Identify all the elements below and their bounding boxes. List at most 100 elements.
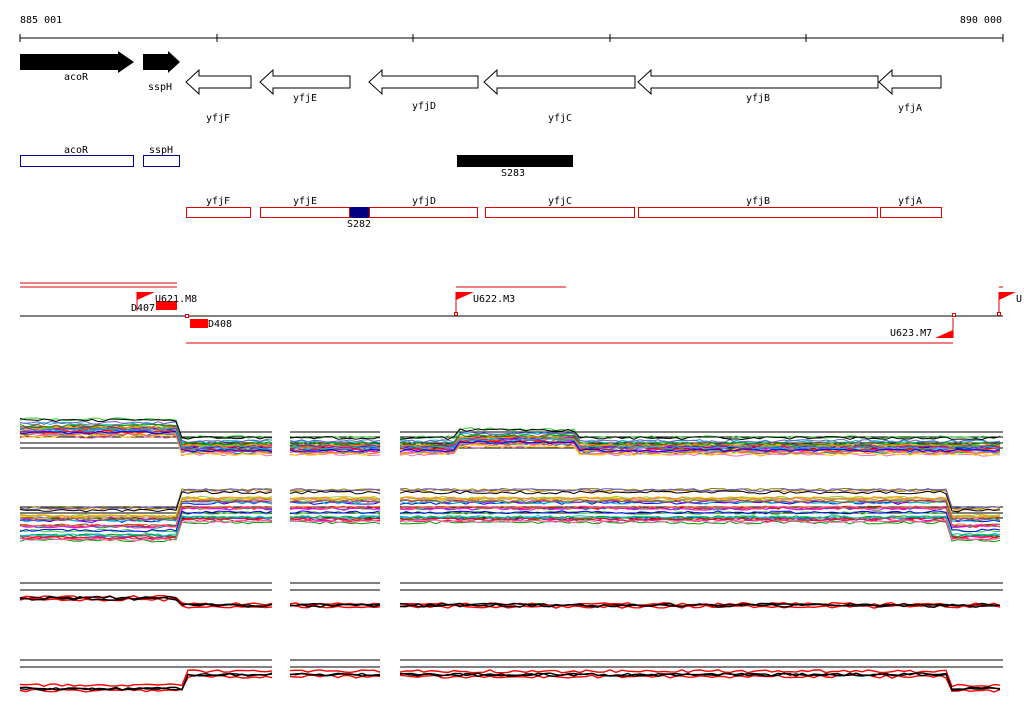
expression-profile-line xyxy=(399,505,1001,528)
flag-icon xyxy=(935,330,953,338)
expression-profile-line xyxy=(19,490,273,513)
expression-profile-line xyxy=(19,596,273,608)
expression-profile-line xyxy=(399,674,1001,693)
expression-profile-line xyxy=(289,674,381,679)
expression-profile-line xyxy=(289,498,381,502)
red-label-yfjd: yfjD xyxy=(412,196,436,207)
expression-profile-line xyxy=(19,510,273,533)
red-label-yfjf: yfjF xyxy=(206,196,230,207)
red-box-yfjf[interactable] xyxy=(186,207,251,218)
flag-icon xyxy=(999,292,1016,300)
expression-profile-line xyxy=(289,499,381,504)
expression-profile-line xyxy=(289,496,381,500)
expression-profile-line xyxy=(19,597,273,609)
expression-profile-line xyxy=(289,516,380,521)
flag-icon xyxy=(456,292,474,300)
segment-bar-s283[interactable] xyxy=(457,155,573,167)
red-box-yfja[interactable] xyxy=(880,207,942,218)
red-box-yfjd[interactable] xyxy=(369,207,478,218)
segment-label-s282: S282 xyxy=(347,219,371,230)
expression-profile-line xyxy=(399,440,1001,453)
expression-profile-line xyxy=(19,426,273,449)
expression-profile-line xyxy=(289,672,381,677)
expression-profile-line xyxy=(19,425,273,448)
flag-icon xyxy=(137,292,155,300)
expression-profile-line xyxy=(399,500,1001,523)
expression-profile-line xyxy=(289,604,381,609)
gene-arrow-track: acoR sspH yfjF yfjE yfjD yfjC yfjB yfjA xyxy=(20,51,942,124)
gene-arrow-ssph[interactable] xyxy=(143,51,180,73)
tu-marker xyxy=(952,313,956,317)
expression-profile-line xyxy=(399,500,1001,523)
gene-label-ssph: sspH xyxy=(148,82,172,93)
expression-profile-line xyxy=(289,439,381,443)
expression-profile-line xyxy=(19,496,273,519)
transcription-unit-track: D407 U621.M8 D408 U622.M3 U623.M7 U xyxy=(20,282,1022,344)
expression-profile-line xyxy=(399,490,1001,513)
tu-marker xyxy=(185,314,189,318)
expression-profile-line xyxy=(289,488,381,492)
coordinate-ruler: 885 001 890 000 xyxy=(19,15,1004,42)
feature-box-acor[interactable] xyxy=(20,155,134,167)
expression-profile-line xyxy=(289,490,381,495)
red-feature-track: yfjF yfjE yfjD S282 yfjC yfjB yfjA xyxy=(186,196,942,230)
expression-profile-line xyxy=(289,439,381,444)
red-label-yfje: yfjE xyxy=(293,196,317,207)
red-box-yfjb[interactable] xyxy=(638,207,878,218)
gene-arrow-yfjb[interactable] xyxy=(637,68,879,96)
tu-label-u621: U621.M8 xyxy=(155,294,197,305)
expression-profile-line xyxy=(399,520,1001,543)
gene-arrow-acor[interactable] xyxy=(20,51,134,73)
expression-profile-line xyxy=(289,495,381,500)
gene-arrow-yfjd[interactable] xyxy=(368,68,479,96)
expression-profile-line xyxy=(19,506,273,529)
red-box-yfjc[interactable] xyxy=(485,207,635,218)
expression-profile-line xyxy=(289,436,381,440)
expression-profile-line xyxy=(289,445,381,450)
red-label-yfjb: yfjB xyxy=(746,196,770,207)
expression-profile-line xyxy=(399,496,1001,519)
feature-box-ssph[interactable] xyxy=(143,155,180,167)
expression-profile-line xyxy=(289,488,381,492)
segment-box-s282[interactable] xyxy=(350,207,369,218)
expression-profile-line xyxy=(400,444,1001,457)
expression-profile-line xyxy=(399,518,1001,541)
gene-arrow-yfjc[interactable] xyxy=(483,68,636,96)
expression-profile-line xyxy=(290,517,381,522)
gene-label-yfja: yfjA xyxy=(898,103,922,114)
expression-profile-line xyxy=(19,418,273,440)
tu-marker xyxy=(454,312,458,316)
red-box-yfje[interactable] xyxy=(260,207,350,218)
expression-profile-line xyxy=(289,519,381,524)
gene-label-yfjd: yfjD xyxy=(412,101,436,112)
expression-profile-line xyxy=(289,514,381,520)
gene-label-yfje: yfjE xyxy=(293,93,317,104)
expression-profile-line xyxy=(289,505,381,509)
expression-profile-line xyxy=(399,672,1001,690)
expression-profile-line xyxy=(289,506,381,511)
red-label-yfja: yfjA xyxy=(898,196,922,207)
gene-arrow-yfjf[interactable] xyxy=(185,68,252,96)
expression-profile-line xyxy=(19,421,273,444)
expression-profile-line xyxy=(289,448,381,453)
expression-profile-line xyxy=(399,433,1001,446)
tu-box-d407[interactable] xyxy=(156,301,177,310)
gene-arrow-yfje[interactable] xyxy=(259,68,351,96)
red-label-yfjc: yfjC xyxy=(548,196,572,207)
expression-profile-line xyxy=(399,669,1001,688)
expression-profile-line xyxy=(19,430,273,453)
tu-box-d408[interactable] xyxy=(190,319,208,328)
expression-profile-line xyxy=(289,603,381,608)
expression-profile-line xyxy=(399,497,1001,520)
expression-profile-line xyxy=(399,440,1001,453)
expression-profile-line xyxy=(399,431,1001,444)
gene-label-yfjc: yfjC xyxy=(548,113,572,124)
expression-profile-line xyxy=(399,435,1001,448)
expression-profile-line xyxy=(289,441,381,446)
gene-arrow-yfja[interactable] xyxy=(878,68,942,96)
expression-profile-line xyxy=(399,498,1001,521)
expression-profile-line xyxy=(19,499,273,522)
expression-profile-line xyxy=(289,669,381,674)
tu-label-u623: U623.M7 xyxy=(890,328,932,339)
expression-profile-line xyxy=(399,442,1001,455)
